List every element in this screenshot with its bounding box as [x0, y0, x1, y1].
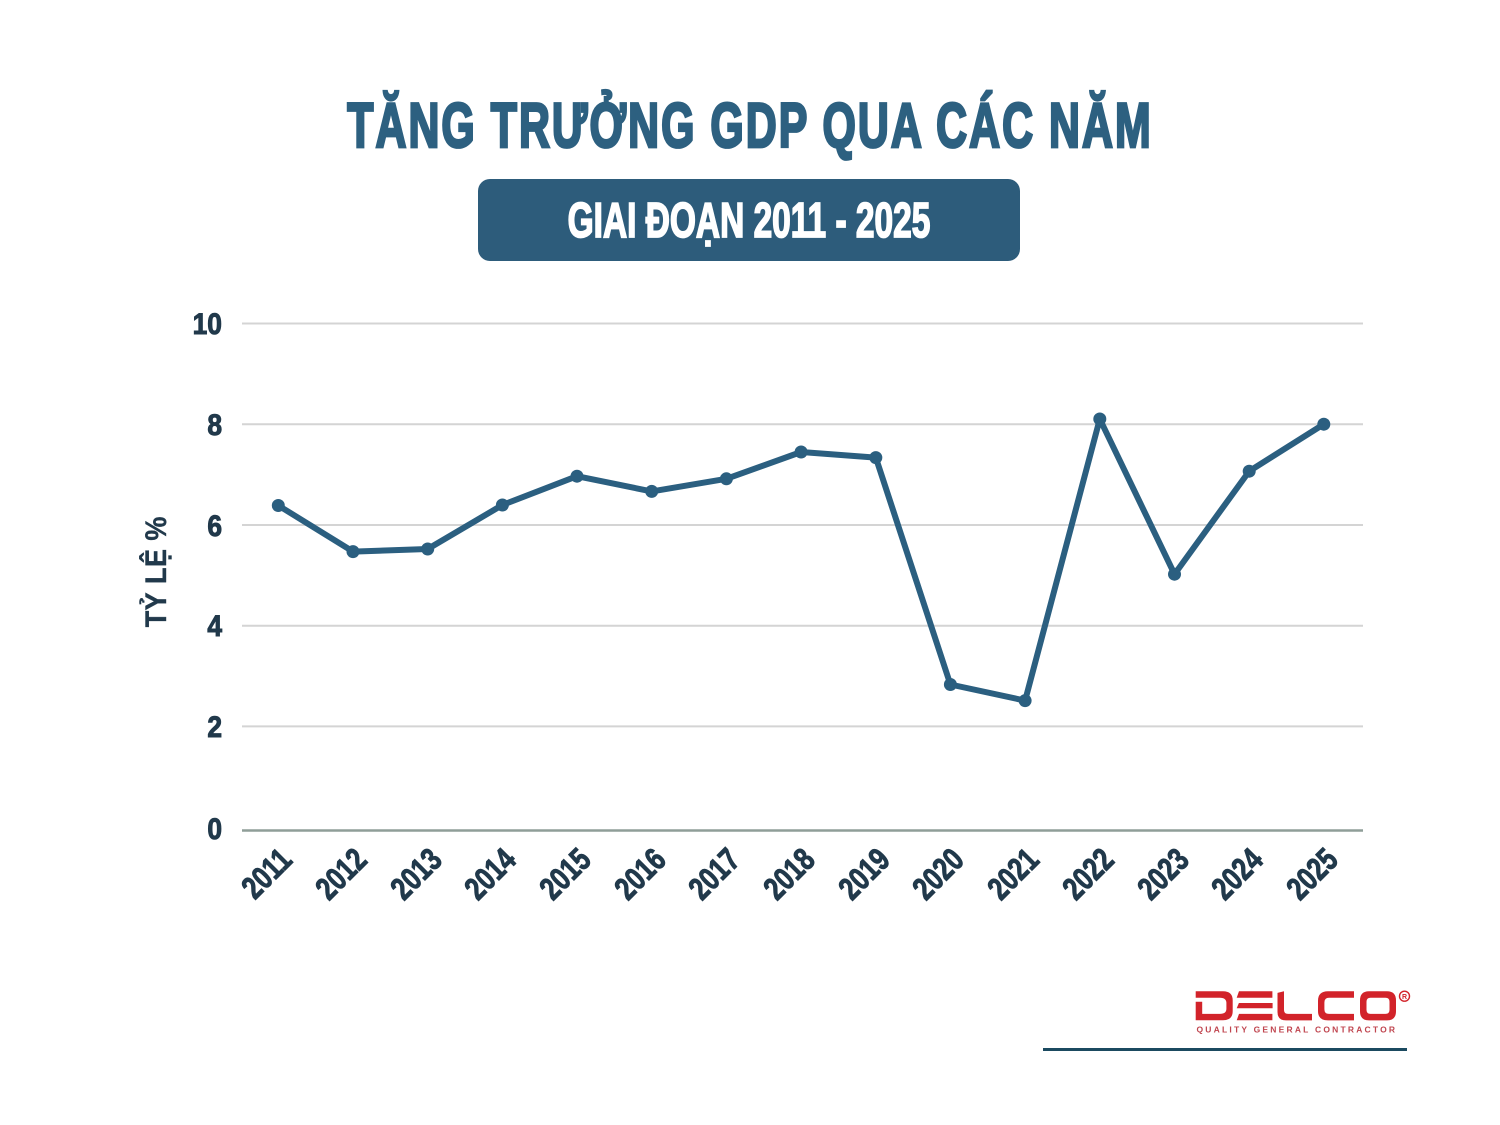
svg-text:QUALITY GENERAL CONTRACTOR: QUALITY GENERAL CONTRACTOR [1197, 1025, 1398, 1035]
svg-text:R: R [1402, 994, 1407, 1001]
